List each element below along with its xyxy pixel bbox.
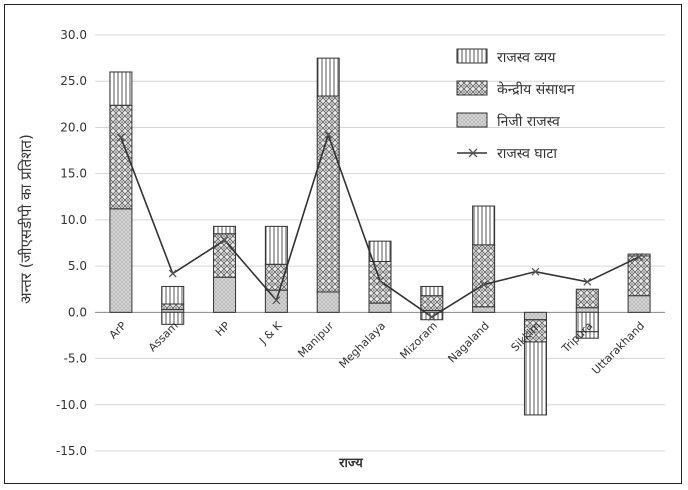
bar-segment-meghalaya-1 xyxy=(368,260,392,304)
x-category-label: HP xyxy=(213,319,233,339)
legend-label: निजी राजस्व xyxy=(497,113,560,130)
bar-segment-hp-0 xyxy=(213,276,237,313)
y-tick-label: 5.0 xyxy=(68,259,87,273)
y-axis-label: अन्तर (जीएसडीपी का प्रतिशत) xyxy=(17,134,35,304)
y-axis-ticks: 30.0 25.0 20.0 15.0 10.0 5.0 0.0 -5.0 -10.0 -15.0 xyxy=(56,28,87,458)
legend: राजस्व व्यय केन्द्रीय संसाधन निजी राजस्व रा… xyxy=(456,48,575,162)
y-tick-label: 0.0 xyxy=(68,305,87,319)
x-category-label: Meghalaya xyxy=(336,319,388,371)
bar-segment-nagaland-0 xyxy=(472,306,496,313)
deficit-point-marker xyxy=(272,296,281,305)
bar-segment-mizoram-1 xyxy=(420,295,444,311)
x-category-label: Manipur xyxy=(295,319,336,360)
y-tick-label: 30.0 xyxy=(60,28,87,42)
bar-segment-manipur-1 xyxy=(316,95,340,293)
bar-segment-uttarakhand-1 xyxy=(627,255,651,297)
deficit-point-marker xyxy=(324,130,333,139)
y-tick-label: -5.0 xyxy=(64,352,87,366)
deficit-point-marker xyxy=(220,236,229,245)
bar-segment-assam-1 xyxy=(161,303,185,311)
x-axis-label: राज्य xyxy=(338,456,363,471)
y-tick-label: -10.0 xyxy=(56,398,87,412)
deficit-line xyxy=(116,130,644,321)
y-tick-label: 20.0 xyxy=(60,120,87,134)
deficit-point-marker xyxy=(116,133,125,142)
bar-segment-sikkim-0 xyxy=(523,311,547,321)
legend-line-marker xyxy=(468,148,478,158)
bar-segment-manipur-2 xyxy=(316,57,340,97)
legend-label: राजस्व घाटा xyxy=(497,146,557,162)
chart-frame: 30.0 25.0 20.0 15.0 10.0 5.0 0.0 -5.0 -10.0 -15.0… xyxy=(4,4,682,484)
legend-label: राजस्व व्यय xyxy=(497,50,556,66)
legend-swatch xyxy=(456,48,488,64)
bar-segment-mizoram-2 xyxy=(420,285,444,297)
x-category-label: ArP xyxy=(107,319,130,342)
x-axis-categories: ArP Assam HP J & K Manipur Meghalaya Mizoram Na… xyxy=(107,319,648,377)
y-tick-label: 15.0 xyxy=(60,167,87,181)
deficit-point-marker xyxy=(376,276,384,285)
bar-segment-hp-2 xyxy=(213,225,237,235)
bar-segment-nagaland-2 xyxy=(472,205,496,246)
bar-segment-tripura-0 xyxy=(575,307,599,313)
bar-segment-manipur-0 xyxy=(316,291,340,313)
y-tick-label: 10.0 xyxy=(60,213,87,227)
bar-segment-uttarakhand-2 xyxy=(627,253,651,257)
bar-segment-assam-2 xyxy=(161,285,185,305)
bars xyxy=(109,57,651,416)
bar-segment-tripura-1 xyxy=(575,288,599,309)
x-category-label: Mizoram xyxy=(397,319,439,361)
y-tick-label: 25.0 xyxy=(60,74,87,88)
deficit-point-marker xyxy=(168,269,177,278)
bar-segment-arp-0 xyxy=(109,208,133,313)
x-category-label: J & K xyxy=(256,319,285,348)
bar-segment-meghalaya-0 xyxy=(368,302,392,313)
legend-swatch xyxy=(456,80,488,96)
deficit-point-marker xyxy=(479,280,488,289)
deficit-point-marker xyxy=(583,277,592,286)
deficit-point-marker xyxy=(635,252,644,261)
bar-segment-j-k-2 xyxy=(264,225,288,265)
bar-segment-sikkim-2 xyxy=(523,341,547,416)
deficit-point-marker xyxy=(427,312,436,321)
legend-label: केन्द्रीय संसाधन xyxy=(497,81,575,98)
legend-swatch xyxy=(456,112,488,128)
bar-segment-nagaland-1 xyxy=(472,244,496,308)
bar-segment-arp-2 xyxy=(109,71,133,106)
deficit-point-marker xyxy=(531,267,540,276)
y-tick-label: -15.0 xyxy=(56,444,87,458)
stacked-bar-chart: 30.0 25.0 20.0 15.0 10.0 5.0 0.0 -5.0 -10.0 -15.0… xyxy=(17,28,665,471)
bar-segment-uttarakhand-0 xyxy=(627,295,651,313)
bar-segment-tripura-3 xyxy=(575,331,599,339)
bar-segment-assam-3 xyxy=(161,311,185,325)
